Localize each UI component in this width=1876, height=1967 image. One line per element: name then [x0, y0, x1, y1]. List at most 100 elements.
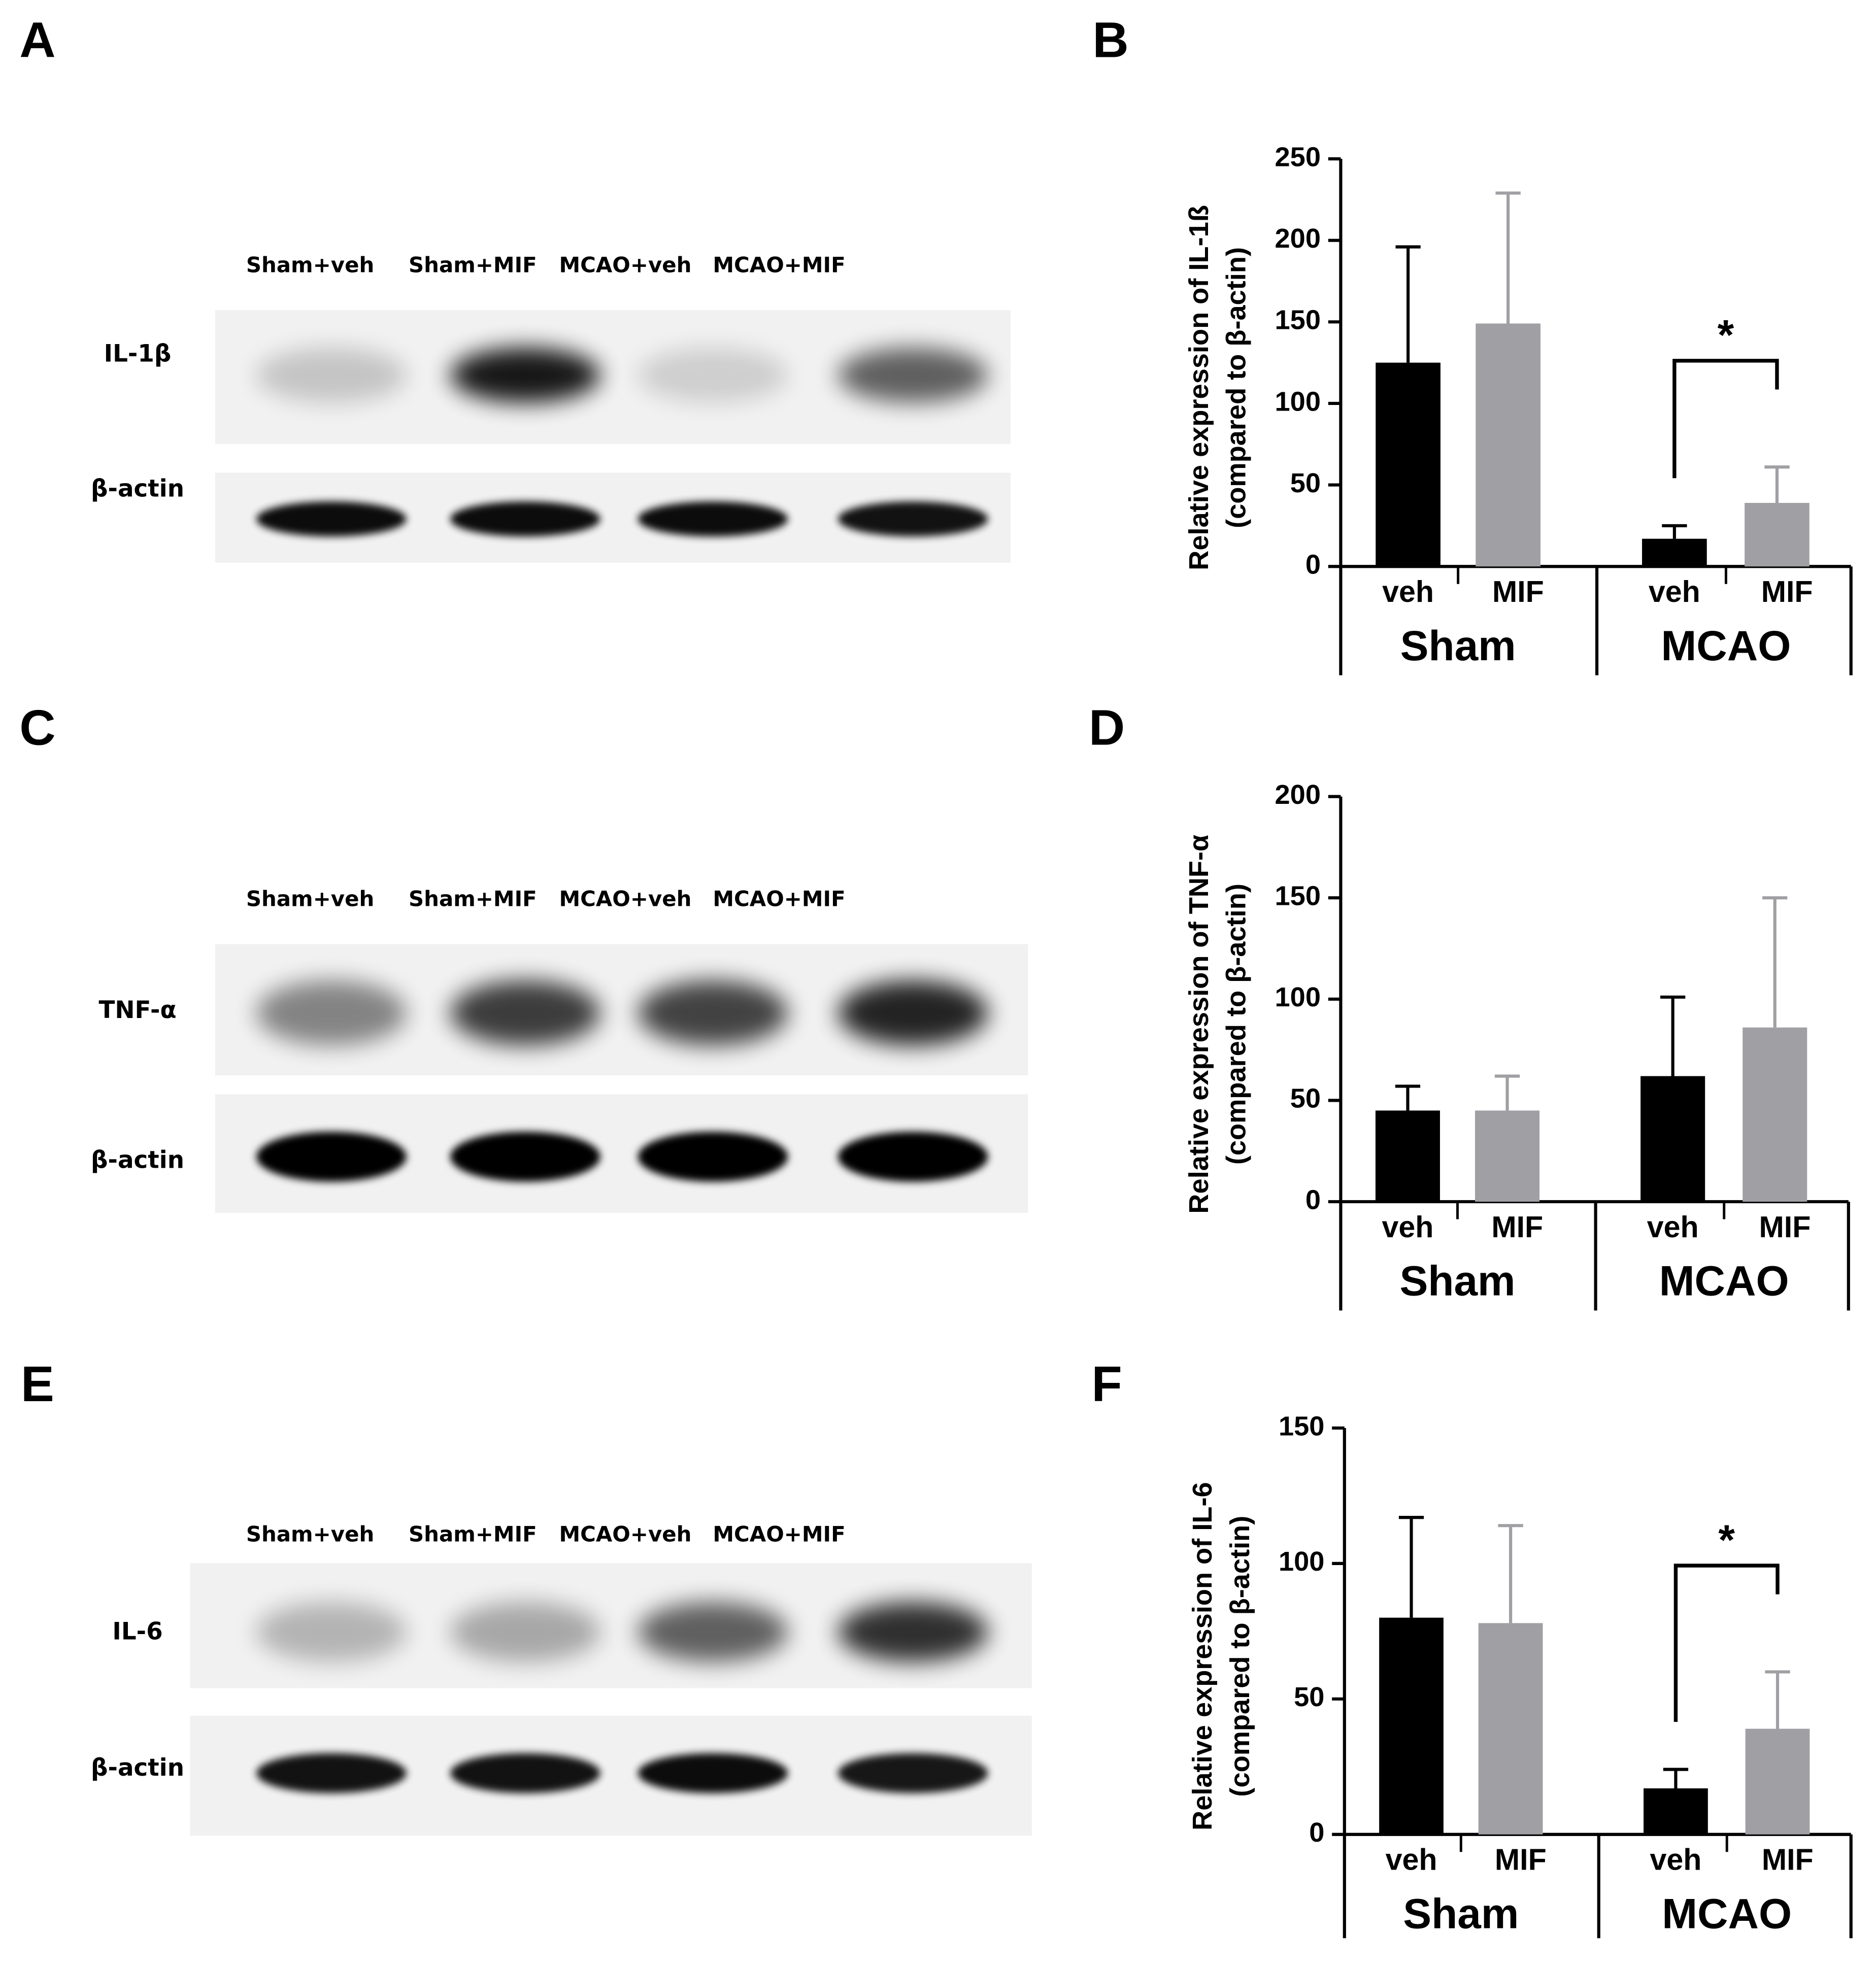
panel-letter: F — [1092, 1356, 1122, 1412]
y-tick-label: 0 — [1309, 1817, 1324, 1848]
blot-band — [256, 501, 407, 537]
error-bar — [1395, 245, 1421, 363]
significance-bracket — [1672, 359, 1779, 479]
bar — [1376, 362, 1440, 567]
panel-letter: A — [19, 12, 55, 67]
blot-band — [638, 501, 788, 537]
y-axis-label: (compared to β-actin) — [1225, 1516, 1255, 1797]
group-label: MCAO — [1659, 1257, 1789, 1305]
blot-band — [638, 1753, 788, 1793]
panel-letter: B — [1092, 12, 1128, 67]
y-tick-label: 150 — [1275, 305, 1321, 335]
x-tick-label: MIF — [1491, 1210, 1543, 1244]
bar — [1640, 1076, 1705, 1202]
y-tick-label: 100 — [1275, 386, 1321, 417]
x-tick-label: MIF — [1762, 1843, 1814, 1877]
lane-label: Sham+MIF — [409, 252, 537, 277]
lane-label: Sham+MIF — [409, 887, 537, 911]
blot-band — [838, 501, 988, 537]
y-tick-label: 100 — [1279, 1546, 1324, 1577]
band-label: IL-1β — [104, 340, 172, 367]
blot-band — [838, 348, 988, 403]
error-bar — [1660, 995, 1686, 1076]
y-tick-label: 50 — [1290, 1083, 1321, 1114]
blot-band — [450, 348, 600, 403]
x-tick-label: veh — [1382, 1210, 1434, 1244]
panel-letter: C — [19, 700, 55, 756]
significance-bracket — [1673, 1564, 1780, 1722]
x-tick-label: MIF — [1761, 574, 1813, 608]
x-tick-label: veh — [1386, 1843, 1437, 1877]
blot-band — [256, 1753, 407, 1793]
blot-band — [256, 1602, 407, 1662]
bar — [1745, 502, 1810, 567]
bar — [1745, 1728, 1810, 1835]
y-tick-label: 0 — [1305, 550, 1321, 580]
y-axis-label: (compared to β-actin) — [1221, 884, 1252, 1165]
error-bar — [1395, 1084, 1421, 1111]
lane-label: Sham+veh — [246, 1521, 374, 1546]
bar — [1476, 323, 1540, 567]
y-tick-label: 0 — [1305, 1184, 1321, 1215]
lane-label: Sham+veh — [246, 252, 374, 277]
y-tick-label: 150 — [1275, 881, 1321, 911]
lane-label: MCAO+MIF — [713, 887, 845, 911]
blot-band — [256, 980, 407, 1045]
group-label: Sham — [1403, 1890, 1519, 1938]
group-label: Sham — [1400, 622, 1516, 669]
error-bar — [1663, 1768, 1689, 1788]
error-bar — [1495, 191, 1521, 324]
blot-band — [450, 980, 600, 1045]
error-bar — [1498, 1524, 1523, 1623]
y-tick-label: 250 — [1275, 142, 1321, 172]
error-bar — [1764, 465, 1790, 503]
group-label: MCAO — [1662, 1890, 1792, 1938]
band-label: TNF-α — [98, 997, 176, 1024]
x-tick-label: veh — [1650, 1843, 1701, 1877]
lane-label: MCAO+veh — [559, 887, 691, 911]
blot-band — [256, 1131, 407, 1182]
blot-band — [838, 1602, 988, 1662]
lane-label: MCAO+MIF — [713, 252, 845, 277]
x-tick-label: veh — [1649, 574, 1700, 608]
blot-band — [838, 1131, 988, 1182]
band-label: β-actin — [91, 1147, 184, 1174]
y-tick-label: 200 — [1275, 779, 1321, 810]
error-bar — [1398, 1516, 1424, 1618]
y-tick-label: 100 — [1275, 982, 1321, 1012]
group-label: Sham — [1399, 1257, 1515, 1305]
error-bar — [1494, 1074, 1520, 1111]
bar — [1642, 538, 1707, 567]
blot-band — [838, 980, 988, 1045]
blot-band — [638, 1131, 788, 1182]
blot-band — [838, 1753, 988, 1793]
x-tick-label: veh — [1647, 1210, 1699, 1244]
y-tick-label: 200 — [1275, 223, 1321, 254]
bar — [1743, 1027, 1807, 1202]
error-bar — [1762, 896, 1788, 1028]
blot-band — [256, 348, 407, 403]
blot-band — [638, 980, 788, 1045]
blot-band — [450, 501, 600, 537]
y-axis-label: Relative expression of IL-6 — [1187, 1482, 1218, 1830]
bar — [1475, 1110, 1540, 1202]
bar — [1379, 1617, 1444, 1835]
panel-letter: D — [1089, 700, 1125, 756]
bar — [1375, 1110, 1440, 1202]
band-label: β-actin — [91, 1754, 184, 1782]
lane-label: Sham+MIF — [409, 1521, 537, 1546]
blot-band — [638, 1602, 788, 1662]
y-tick-label: 50 — [1290, 468, 1321, 498]
band-label: β-actin — [91, 475, 184, 502]
blot-band — [450, 1753, 600, 1793]
lane-label: MCAO+veh — [559, 1521, 691, 1546]
group-label: MCAO — [1661, 622, 1791, 669]
y-axis-label: Relative expression of TNF-α — [1184, 835, 1214, 1214]
y-axis-label: (compared to β-actin) — [1221, 247, 1252, 528]
blot-band — [450, 1131, 600, 1182]
panel-letter: E — [21, 1356, 54, 1412]
y-tick-label: 50 — [1294, 1682, 1324, 1712]
bar — [1478, 1623, 1543, 1835]
